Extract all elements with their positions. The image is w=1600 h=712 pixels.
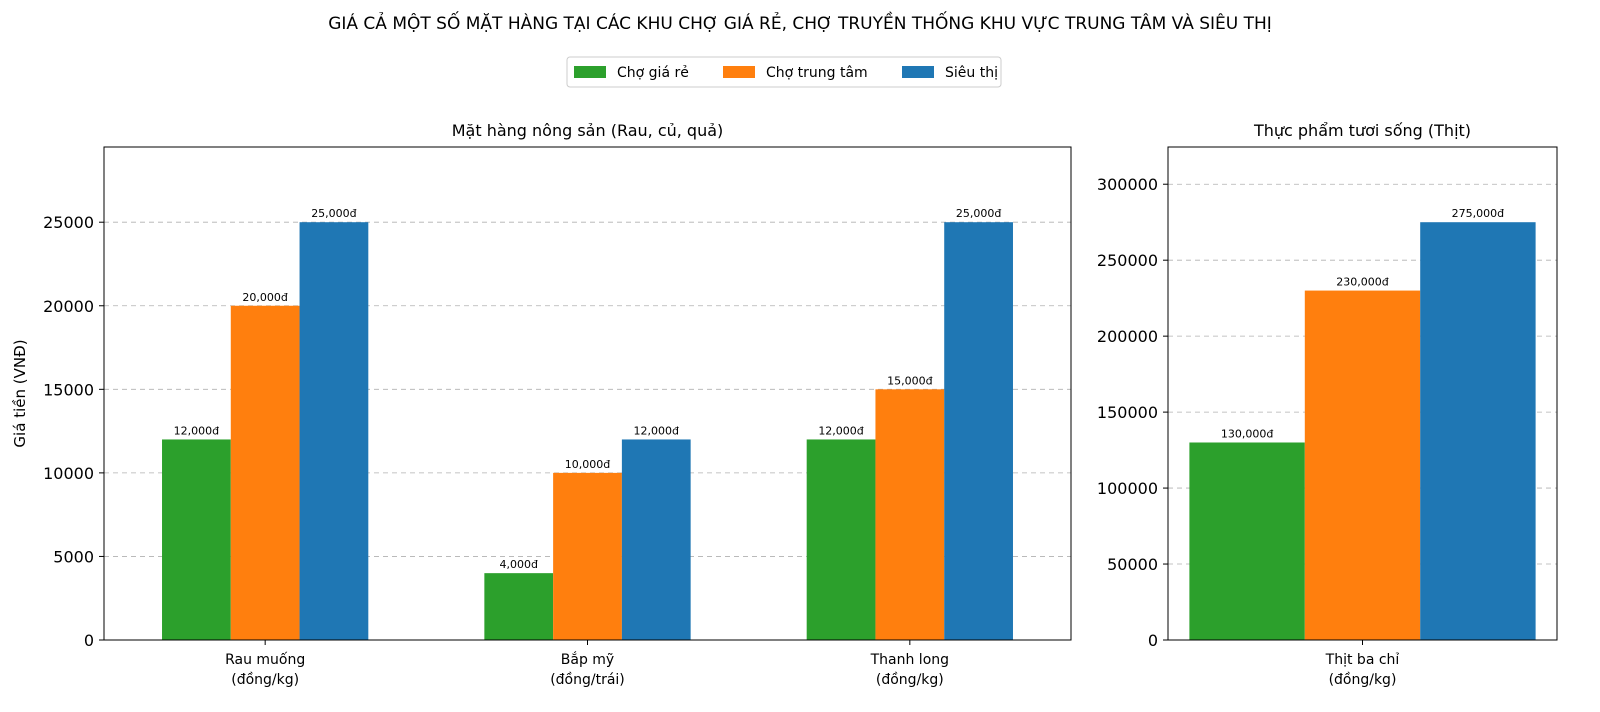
bar [162, 439, 231, 640]
bar [553, 472, 622, 640]
data-label: 12,000đ [634, 424, 679, 437]
legend: Chợ giá rẻ Chợ trung tâm Siêu thị [566, 56, 1002, 88]
x-tick-label: (đồng/kg) [231, 671, 299, 688]
bar [230, 305, 300, 640]
x-tick-label: Thịt ba chỉ [1325, 652, 1400, 668]
panel-title: Mặt hàng nông sản (Rau, củ, quả) [452, 121, 724, 140]
legend-label: Chợ trung tâm [766, 65, 868, 81]
data-label: 20,000đ [242, 291, 287, 304]
x-tick-label: Thanh long [870, 652, 949, 668]
data-label: 230,000đ [1336, 276, 1388, 289]
panel-title: Thực phẩm tươi sống (Thịt) [1253, 121, 1471, 140]
plot-frame [1167, 146, 1558, 641]
data-label: 12,000đ [174, 424, 219, 437]
bar [299, 222, 369, 641]
bar [1189, 442, 1305, 640]
y-tick-label: 100000 [1097, 479, 1158, 498]
legend-swatch [574, 66, 606, 78]
bar [621, 439, 691, 640]
chart-panel-2: 0 50000 100000 150000 200000 250000 300000 130,… [1097, 121, 1558, 688]
chart-panel-1: 0 5000 10000 15000 20000 25000 12,000đ 20,000đ 2… [11, 121, 1072, 688]
bar [1420, 222, 1536, 641]
y-axis-label: Giá tiền (VNĐ) [11, 339, 29, 447]
y-tick-label: 200000 [1097, 327, 1158, 346]
data-label: 10,000đ [565, 458, 610, 471]
y-tick-label: 150000 [1097, 403, 1158, 422]
x-tick-label: (đồng/trái) [550, 671, 625, 688]
data-label: 275,000đ [1452, 207, 1504, 220]
y-tick-label: 0 [1148, 631, 1158, 650]
legend-swatch [902, 66, 934, 78]
data-label: 4,000đ [499, 558, 537, 571]
y-tick-label: 0 [84, 631, 94, 650]
data-label: 15,000đ [887, 374, 932, 387]
bar [875, 389, 945, 640]
data-label: 25,000đ [956, 207, 1001, 220]
y-tick-label: 250000 [1097, 251, 1158, 270]
plot-frame [103, 146, 1072, 641]
bar [484, 573, 554, 640]
legend-label: Chợ giá rẻ [617, 65, 689, 81]
y-tick-label: 15000 [43, 380, 94, 399]
bar [1304, 290, 1421, 640]
data-label: 12,000đ [818, 424, 863, 437]
legend-swatch [723, 66, 755, 78]
chart-title: GIÁ CẢ MỘT SỐ MẶT HÀNG TẠI CÁC KHU CHỢ G… [328, 10, 1272, 34]
y-tick-label: 5000 [53, 547, 94, 566]
legend-label: Siêu thị [945, 65, 998, 81]
y-tick-label: 300000 [1097, 175, 1158, 194]
data-label: 25,000đ [311, 207, 356, 220]
y-tick-label: 50000 [1107, 555, 1158, 574]
y-tick-label: 25000 [43, 213, 94, 232]
x-tick-label: (đồng/kg) [1329, 671, 1397, 688]
x-tick-label: Bắp mỹ [561, 651, 614, 668]
bar [806, 439, 876, 640]
x-tick-label: Rau muống [225, 651, 305, 668]
y-tick-label: 20000 [43, 297, 94, 316]
x-tick-label: (đồng/kg) [876, 671, 944, 688]
legend-frame [566, 56, 1002, 88]
data-label: 130,000đ [1221, 427, 1273, 440]
y-tick-label: 10000 [43, 464, 94, 483]
bar [944, 222, 1013, 641]
